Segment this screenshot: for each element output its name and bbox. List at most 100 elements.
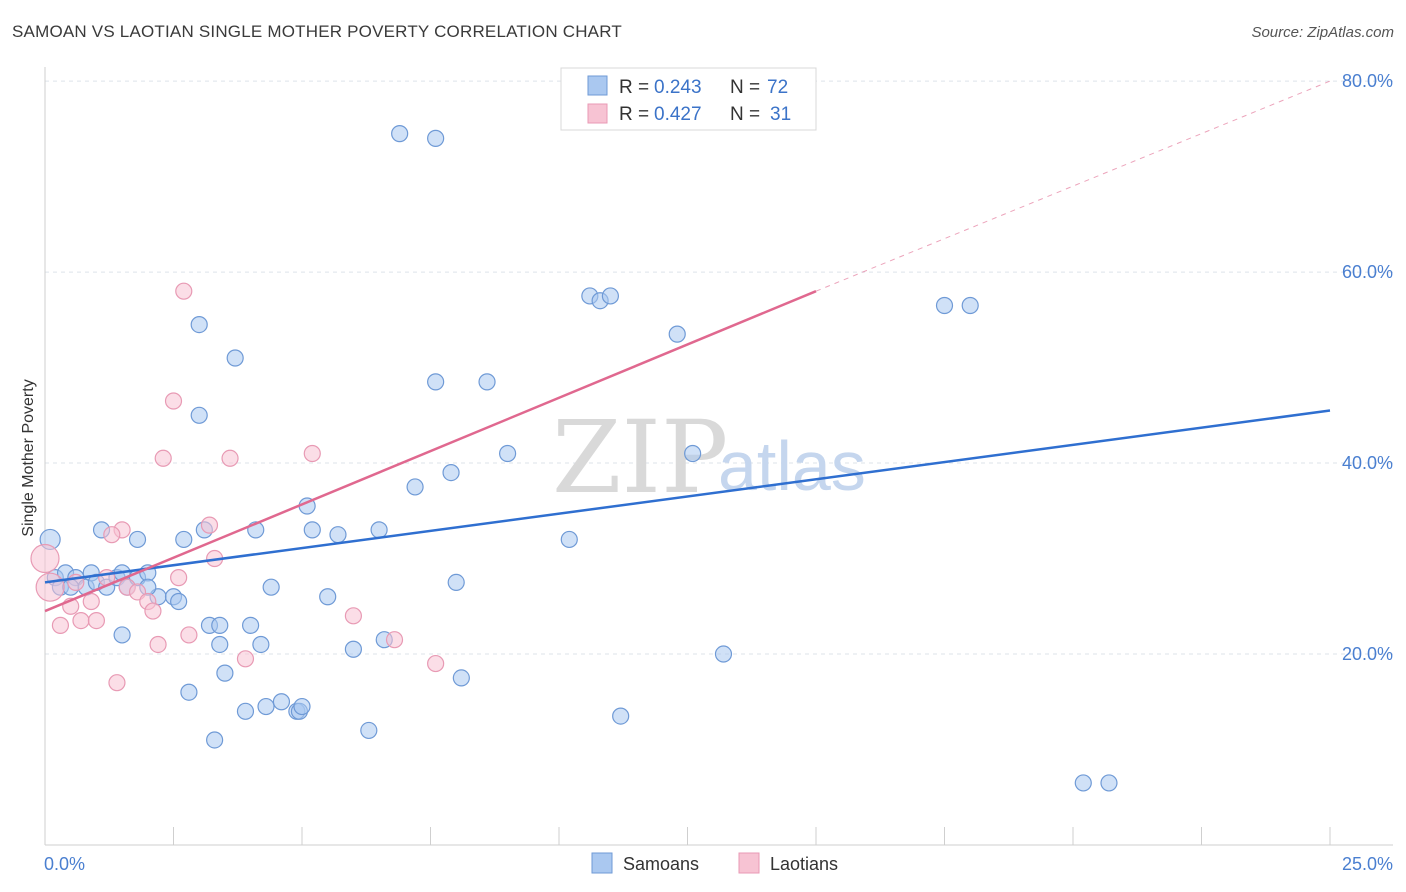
laotian-point — [35, 572, 65, 602]
laotian-point — [149, 635, 167, 654]
samoan-point — [242, 616, 260, 634]
samoan-point — [360, 721, 378, 740]
legend-samoan-n-value: 72 — [767, 77, 788, 98]
legend-laotian-n-label: N = — [730, 104, 765, 125]
laotian-point — [144, 602, 162, 620]
samoan-point — [601, 287, 620, 305]
samoan-points — [39, 125, 1118, 792]
samoan-point — [226, 349, 244, 367]
samoan-point — [319, 588, 337, 606]
laotian-point — [180, 626, 198, 644]
legend-samoan-r-value: 0.243 — [654, 77, 702, 98]
laotian-point — [303, 444, 321, 463]
samoan-point — [190, 406, 208, 424]
samoan-point — [442, 463, 460, 482]
samoan-point — [344, 640, 362, 658]
watermark-atlas: atlas — [718, 427, 866, 505]
axes — [44, 67, 1393, 846]
samoan-point — [406, 478, 424, 496]
laotian-point — [200, 516, 219, 534]
samoan-point — [370, 521, 388, 539]
legend-samoan-swatch — [587, 75, 608, 96]
samoan-point — [175, 530, 193, 549]
samoan-point — [427, 129, 445, 147]
chart-source: Source: ZipAtlas.com — [1251, 24, 1394, 41]
laotian-point — [175, 282, 193, 300]
samoan-point — [961, 296, 979, 315]
samoan-point — [262, 578, 280, 596]
legend-samoan-r-label: R = — [619, 77, 654, 98]
laotian-point — [82, 592, 100, 611]
y-tick-label: 20.0% — [1342, 644, 1393, 664]
samoan-point — [170, 592, 188, 611]
legend-samoan-n-label: N = — [730, 77, 765, 98]
samoan-point — [257, 697, 275, 716]
samoan-point — [128, 530, 147, 549]
laotian-point — [385, 631, 404, 649]
samoan-point — [447, 573, 465, 592]
samoan-point — [391, 125, 409, 143]
samoan-point — [329, 526, 347, 544]
samoan-trend-line — [44, 409, 1331, 584]
correlation-legend: R = 0.243 N = 72 R = 0.427 N = 31 — [560, 67, 817, 131]
samoan-point — [714, 645, 733, 663]
legend-laotian-n-value: 31 — [770, 104, 791, 125]
samoan-point — [684, 444, 702, 463]
samoan-point — [293, 697, 311, 716]
samoan-point — [206, 731, 224, 749]
samoan-point — [211, 616, 229, 634]
laotian-point — [236, 650, 255, 668]
laotian-point — [51, 616, 70, 634]
samoan-point — [668, 325, 686, 343]
series-legend: Samoans Laotians — [591, 852, 838, 874]
laotian-point — [344, 607, 362, 625]
laotian-point — [154, 449, 172, 467]
samoan-point — [180, 683, 198, 701]
bottom-legend-laotian-swatch[interactable] — [738, 852, 760, 874]
y-tick-label: 40.0% — [1342, 453, 1393, 473]
samoan-point — [935, 296, 954, 315]
grid-lines — [45, 80, 1393, 655]
bottom-legend-samoan-label[interactable]: Samoans — [623, 854, 699, 874]
laotian-points — [30, 86, 599, 692]
legend-laotian-swatch — [587, 103, 608, 124]
samoan-point — [612, 707, 630, 725]
samoan-point — [113, 626, 131, 644]
laotian-point — [164, 392, 183, 410]
laotian-point — [108, 674, 126, 692]
samoan-point — [1100, 774, 1118, 792]
laotian-point — [72, 612, 90, 630]
bottom-legend-laotian-label[interactable]: Laotians — [770, 854, 838, 874]
samoan-point — [216, 664, 234, 682]
samoan-point — [560, 530, 578, 549]
samoan-point — [272, 693, 291, 711]
laotian-point — [221, 449, 239, 467]
samoan-point — [452, 669, 470, 687]
laotian-point — [103, 526, 121, 544]
samoan-point — [190, 315, 208, 334]
samoan-point — [427, 373, 445, 391]
samoan-point — [211, 635, 229, 654]
legend-laotian-r-label: R = — [619, 104, 654, 125]
samoan-point — [1074, 774, 1092, 792]
samoan-point — [252, 635, 270, 654]
trend-lines — [44, 80, 1331, 613]
laotian-trend-line — [44, 290, 817, 613]
y-tick-label: 80.0% — [1342, 71, 1393, 91]
y-tick-label: 60.0% — [1342, 262, 1393, 282]
samoan-point — [303, 521, 321, 539]
laotian-point — [87, 612, 106, 630]
samoan-point — [478, 373, 496, 391]
bottom-legend-samoan-swatch[interactable] — [591, 852, 613, 874]
x-tick-max: 25.0% — [1342, 854, 1393, 874]
chart-title: SAMOAN VS LAOTIAN SINGLE MOTHER POVERTY … — [12, 22, 622, 41]
laotian-point — [170, 569, 188, 587]
samoan-point — [499, 444, 517, 463]
watermark-zip: ZIP — [552, 399, 728, 516]
x-tick-min: 0.0% — [44, 854, 85, 874]
laotian-trend-extension — [815, 80, 1331, 292]
samoan-point — [236, 702, 255, 720]
y-tick-labels: 20.0% 40.0% 60.0% 80.0% — [1342, 71, 1393, 664]
legend-laotian-r-value: 0.427 — [654, 104, 702, 125]
